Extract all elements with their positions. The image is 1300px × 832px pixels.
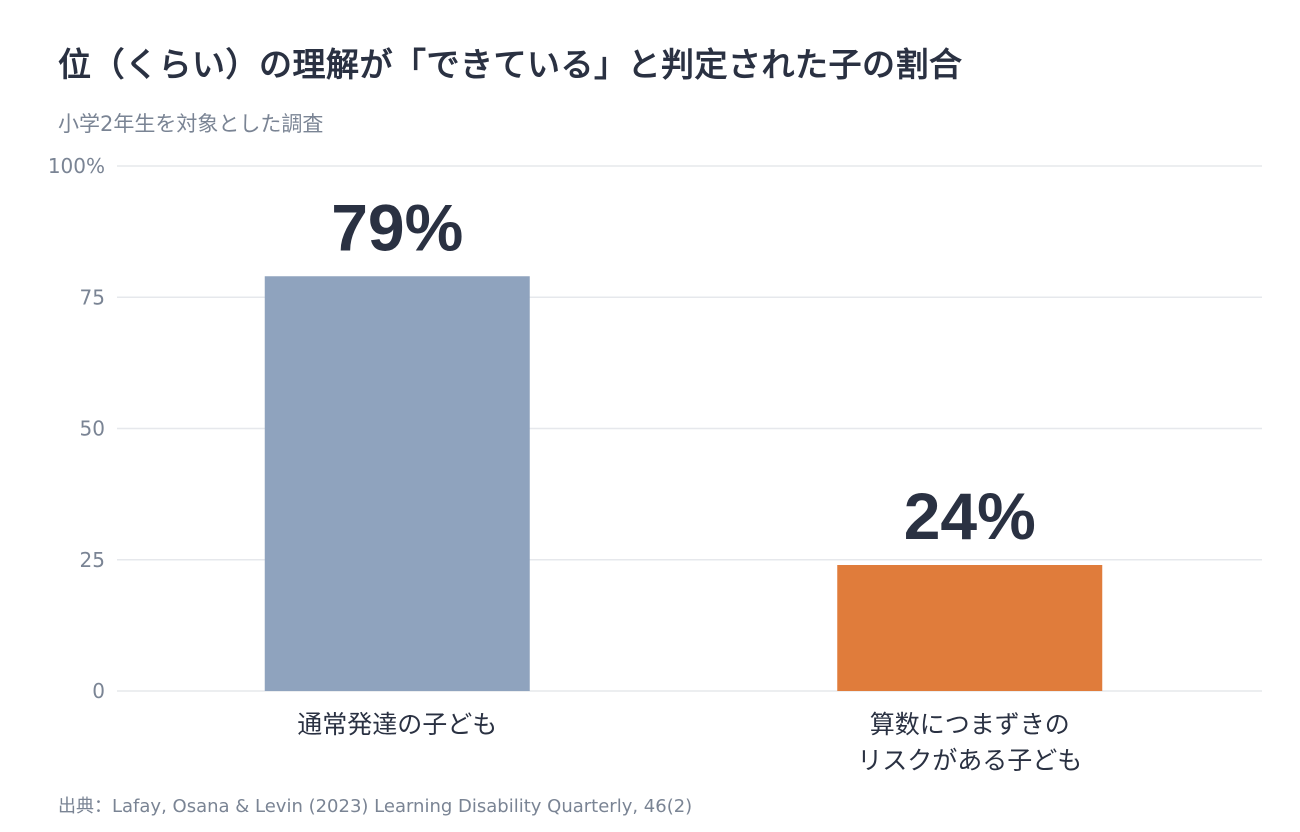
category-label: 通常発達の子ども	[297, 710, 497, 739]
bar-value-label: 79%	[331, 190, 463, 264]
category-label: 算数につまずきの	[870, 710, 1070, 739]
chart-subtitle: 小学2年生を対象とした調査	[58, 112, 324, 136]
y-axis-tick-labels: 0 25 50 75 100%	[48, 154, 105, 703]
bar	[837, 565, 1103, 691]
chart-title: 位（くらい）の理解が「できている」と判定された子の割合	[58, 45, 963, 84]
y-tick-label: 75	[80, 285, 105, 309]
value-labels: 79% 24%	[331, 190, 1036, 553]
bar	[264, 276, 530, 691]
source-note: 出典：Lafay, Osana & Levin (2023) Learning …	[58, 796, 693, 817]
bars	[264, 276, 1103, 691]
bar-value-label: 24%	[904, 479, 1036, 553]
y-tick-label: 25	[80, 548, 105, 572]
category-label: リスクがある子ども	[857, 746, 1082, 775]
y-tick-label: 50	[80, 417, 105, 441]
y-tick-label: 0	[92, 679, 105, 703]
y-tick-label: 100%	[48, 154, 105, 178]
